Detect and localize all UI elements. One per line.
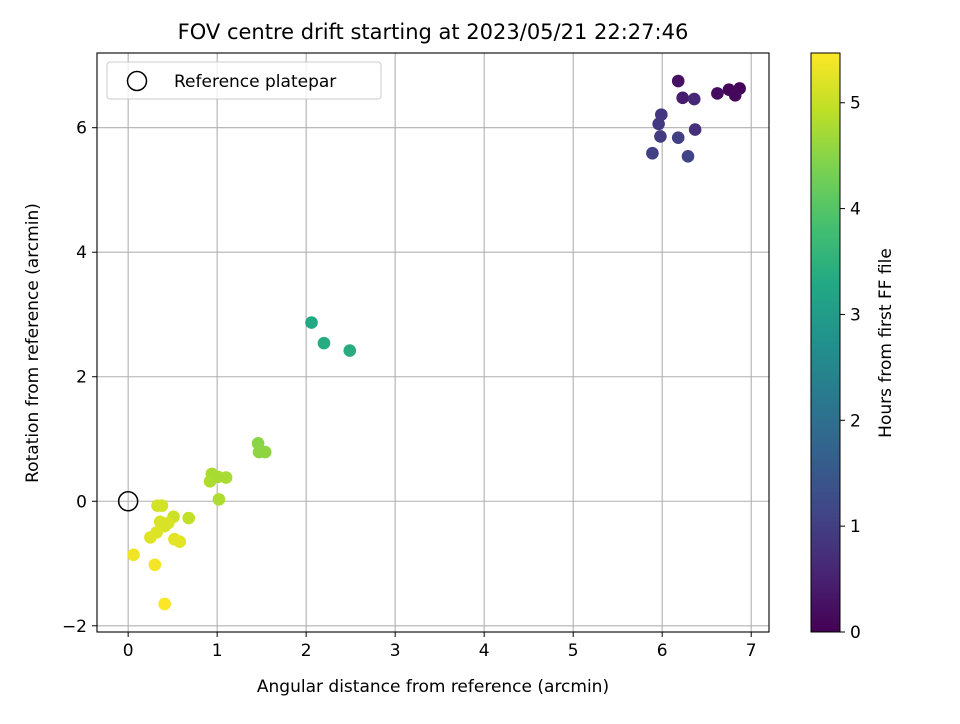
colorbar-ticks: 0 1 2 3 4 5 — [840, 94, 861, 643]
y-tick-label: 2 — [76, 368, 87, 388]
x-tick-label: 7 — [746, 641, 757, 661]
scatter-point — [182, 511, 195, 525]
scatter-point — [671, 131, 685, 144]
scatter-point — [676, 91, 689, 105]
scatter-point — [681, 150, 695, 163]
scatter-point — [305, 316, 318, 329]
colorbar-tick-label: 1 — [850, 517, 861, 537]
legend: Reference platepar — [106, 61, 382, 100]
y-tick-label: 6 — [76, 119, 87, 139]
x-axis-label: Angular distance from reference (arcmin) — [257, 677, 609, 697]
legend-box — [106, 61, 382, 100]
colorbar-gradient — [810, 52, 841, 633]
colorbar-tick-label: 4 — [850, 200, 861, 220]
scatter-point — [212, 493, 226, 506]
x-axis-ticks: 0 1 2 3 4 5 6 7 — [123, 632, 757, 661]
scatter-point — [211, 470, 225, 484]
scatter-point — [148, 558, 162, 572]
scatter-point — [654, 130, 667, 143]
scatter-point — [127, 548, 140, 562]
scatter-point — [711, 87, 724, 100]
scatter-point — [728, 89, 742, 102]
scatter-point — [155, 499, 169, 512]
grid — [97, 53, 769, 632]
scatter-point — [258, 445, 272, 459]
x-tick-label: 5 — [568, 641, 579, 661]
y-axis-label: Rotation from reference (arcmin) — [23, 203, 43, 483]
x-tick-label: 1 — [212, 641, 223, 661]
y-tick-label: 0 — [76, 492, 87, 512]
x-tick-label: 4 — [479, 641, 490, 661]
y-axis-ticks: −2 0 2 4 6 — [62, 119, 97, 637]
scatter-point — [343, 344, 357, 357]
plot-frame — [96, 52, 770, 633]
colorbar-tick-label: 3 — [850, 305, 861, 325]
scatter-point — [688, 123, 702, 136]
legend-marker-reference — [126, 70, 148, 92]
scatter-point — [687, 92, 701, 106]
colorbar-label: Hours from first FF file — [876, 248, 896, 438]
reference-platepar-marker — [117, 491, 139, 512]
scatter-point — [144, 531, 157, 544]
chart-title: FOV centre drift starting at 2023/05/21 … — [178, 20, 689, 44]
colorbar-tick-label: 0 — [850, 623, 861, 643]
data-points — [127, 74, 746, 611]
y-tick-label: −2 — [62, 617, 87, 637]
legend-label-reference: Reference platepar — [174, 72, 336, 92]
scatter-point — [671, 74, 685, 88]
y-tick-label: 4 — [76, 243, 87, 263]
scatter-point — [173, 535, 187, 549]
x-tick-label: 6 — [657, 641, 668, 661]
scatter-point — [158, 597, 171, 611]
scatter-point — [652, 117, 665, 131]
colorbar-tick-label: 5 — [850, 94, 861, 114]
x-tick-label: 2 — [301, 641, 312, 661]
scatter-point — [317, 336, 331, 350]
x-tick-label: 0 — [123, 641, 134, 661]
scatter-point — [646, 146, 659, 160]
colorbar: 0 1 2 3 4 5 Hours from first FF file — [810, 52, 896, 643]
x-tick-label: 3 — [390, 641, 401, 661]
colorbar-tick-label: 2 — [850, 411, 861, 431]
